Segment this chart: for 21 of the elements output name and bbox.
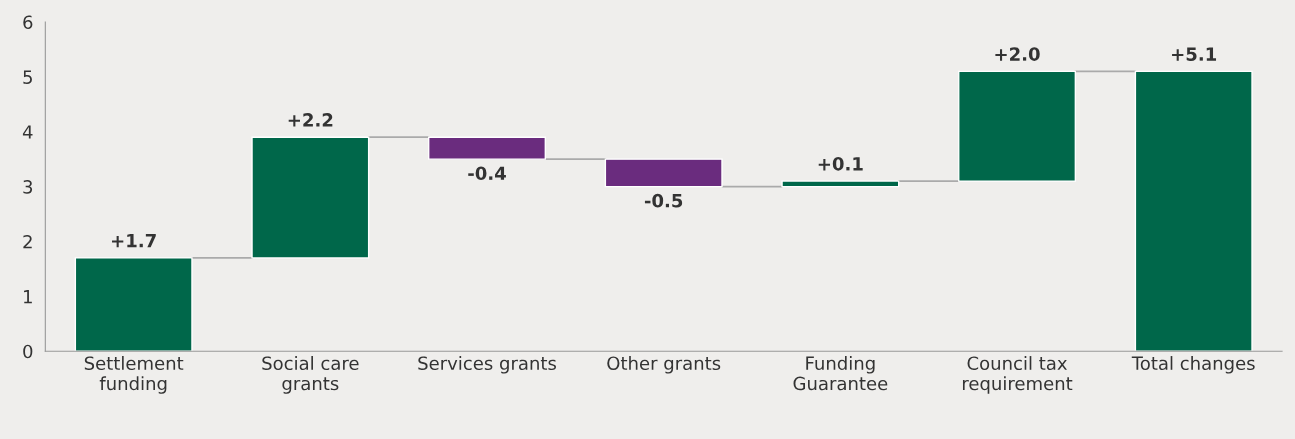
y-tick-label: 0 bbox=[23, 344, 33, 359]
x-tick-label: Total changes bbox=[1131, 356, 1255, 374]
data-label: +1.7 bbox=[112, 234, 156, 248]
x-tick-label: Other grants bbox=[607, 356, 721, 374]
data-label: +5.1 bbox=[1172, 47, 1217, 61]
data-label: +0.1 bbox=[818, 156, 863, 171]
data-label: -0.4 bbox=[468, 166, 506, 181]
x-tick-label: Services grants bbox=[418, 356, 557, 374]
y-tick-label: 4 bbox=[22, 125, 33, 139]
y-tick-label: 6 bbox=[23, 15, 33, 30]
x-tick-label: Council tax requirement bbox=[962, 356, 1073, 394]
data-label: +2.0 bbox=[995, 47, 1040, 61]
x-tick-label: Social care grants bbox=[262, 356, 359, 394]
y-tick-label: 3 bbox=[23, 180, 33, 194]
x-tick-label: Settlement funding bbox=[84, 356, 184, 394]
y-tick-label: 2 bbox=[23, 234, 32, 249]
x-tick-label: Funding Guarantee bbox=[793, 356, 888, 391]
y-tick-label: 5 bbox=[23, 70, 32, 84]
data-label: -0.5 bbox=[644, 193, 683, 208]
y-tick-label: 1 bbox=[24, 290, 32, 304]
data-label: +2.2 bbox=[288, 113, 333, 127]
